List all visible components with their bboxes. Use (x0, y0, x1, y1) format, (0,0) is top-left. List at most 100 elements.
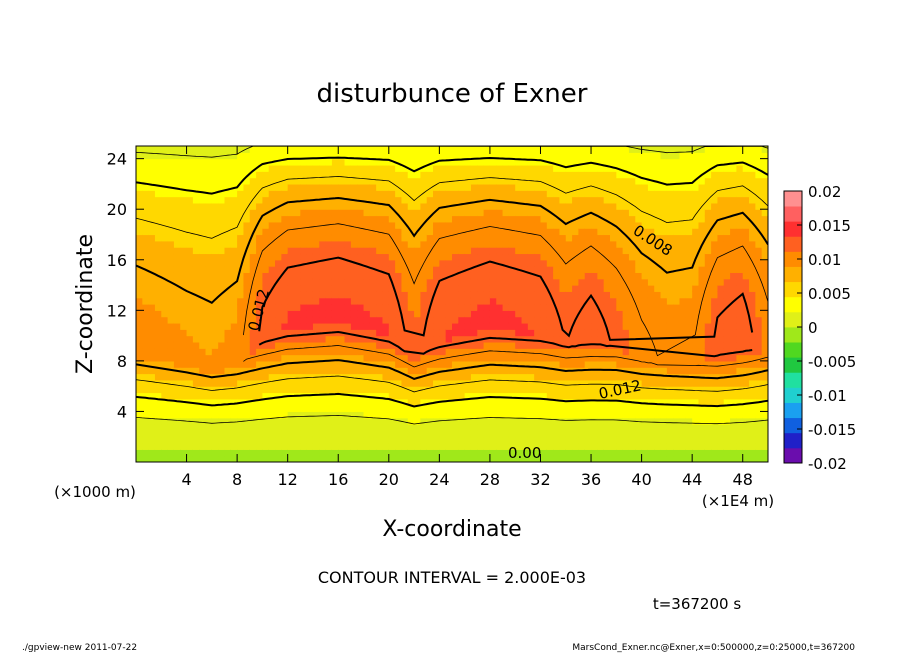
heatmap-cell (628, 158, 636, 166)
heatmap-cell (445, 430, 453, 438)
heatmap-cell (363, 234, 371, 242)
heatmap-cell (603, 316, 611, 324)
heatmap-cell (685, 209, 693, 217)
heatmap-cell (521, 449, 529, 457)
heatmap-cell (224, 253, 232, 261)
heatmap-cell (199, 221, 207, 229)
heatmap-cell (218, 190, 226, 198)
heatmap-cell (647, 221, 655, 229)
heatmap-cell (508, 367, 516, 375)
heatmap-cell (445, 209, 453, 217)
heatmap-cell (584, 291, 592, 299)
heatmap-cell (660, 240, 668, 248)
heatmap-cell (597, 266, 605, 273)
heatmap-cell (508, 278, 516, 286)
heatmap-cell (730, 322, 737, 330)
heatmap-cell (325, 164, 333, 172)
heatmap-cell (508, 209, 516, 217)
heatmap-cell (173, 316, 181, 324)
heatmap-cell (591, 278, 598, 286)
heatmap-cell (281, 285, 289, 292)
heatmap-cell (761, 443, 768, 450)
heatmap-cell (610, 348, 617, 356)
heatmap-cell (439, 329, 447, 337)
heatmap-cell (534, 424, 542, 431)
heatmap-cell (275, 449, 282, 457)
heatmap-cell (521, 278, 529, 286)
heatmap-cell (635, 196, 643, 204)
heatmap-cell (660, 171, 668, 179)
heatmap-cell (628, 266, 636, 273)
heatmap-cell (275, 196, 282, 204)
heatmap-cell (553, 285, 561, 292)
heatmap-cell (496, 202, 504, 210)
heatmap-cell (755, 367, 763, 375)
heatmap-cell (180, 291, 188, 299)
heatmap-cell (401, 196, 409, 204)
heatmap-cell (711, 386, 719, 394)
heatmap-cell (331, 322, 339, 330)
heatmap-cell (559, 158, 567, 166)
heatmap-cell (237, 379, 245, 387)
heatmap-cell (464, 322, 472, 330)
heatmap-cell (717, 322, 725, 330)
heatmap-cell (186, 348, 194, 356)
heatmap-cell (717, 360, 725, 368)
heatmap-cell (635, 240, 643, 248)
heatmap-cell (647, 146, 655, 153)
heatmap-cell (199, 449, 207, 457)
heatmap-cell (281, 341, 289, 349)
heatmap-cell (395, 177, 403, 185)
heatmap-cell (635, 228, 643, 236)
heatmap-cell (256, 411, 263, 419)
heatmap-cell (357, 221, 365, 229)
heatmap-cell (622, 272, 630, 280)
heatmap-cell (294, 373, 301, 381)
heatmap-cell (205, 354, 213, 362)
heatmap-cell (256, 152, 263, 160)
heatmap-cell (161, 341, 169, 349)
heatmap-cell (262, 190, 270, 198)
heatmap-cell (761, 228, 768, 236)
heatmap-cell (407, 310, 415, 318)
heatmap-cell (230, 354, 238, 362)
heatmap-cell (496, 341, 504, 349)
heatmap-cell (717, 190, 725, 198)
heatmap-cell (698, 316, 706, 324)
heatmap-cell (452, 424, 459, 431)
heatmap-cell (578, 164, 586, 172)
heatmap-cell (470, 221, 478, 229)
heatmap-cell (167, 234, 175, 242)
heatmap-cell (211, 221, 219, 229)
heatmap-cell (395, 215, 403, 223)
heatmap-cell (584, 316, 592, 324)
heatmap-cell (167, 297, 175, 305)
heatmap-cell (376, 379, 384, 387)
heatmap-cell (527, 449, 535, 457)
heatmap-cell (610, 424, 617, 431)
heatmap-cell (578, 405, 586, 413)
heatmap-cell (565, 417, 573, 425)
heatmap-cell (597, 304, 605, 311)
heatmap-cell (401, 190, 409, 198)
heatmap-cell (483, 278, 491, 286)
heatmap-cell (666, 354, 674, 362)
heatmap-cell (464, 329, 472, 337)
heatmap-cell (382, 221, 390, 229)
heatmap-cell (414, 430, 421, 438)
heatmap-cell (464, 392, 472, 400)
heatmap-cell (546, 215, 554, 223)
heatmap-cell (578, 449, 586, 457)
heatmap-cell (186, 146, 194, 153)
heatmap-cell (331, 266, 339, 273)
heatmap-cell (237, 183, 245, 191)
heatmap-cell (711, 443, 719, 450)
heatmap-cell (489, 424, 497, 431)
heatmap-cell (559, 240, 567, 248)
heatmap-cell (647, 392, 655, 400)
heatmap-cell (281, 291, 289, 299)
heatmap-cell (148, 152, 156, 160)
heatmap-cell (325, 152, 333, 160)
heatmap-cell (401, 247, 409, 255)
heatmap-cell (136, 379, 143, 387)
